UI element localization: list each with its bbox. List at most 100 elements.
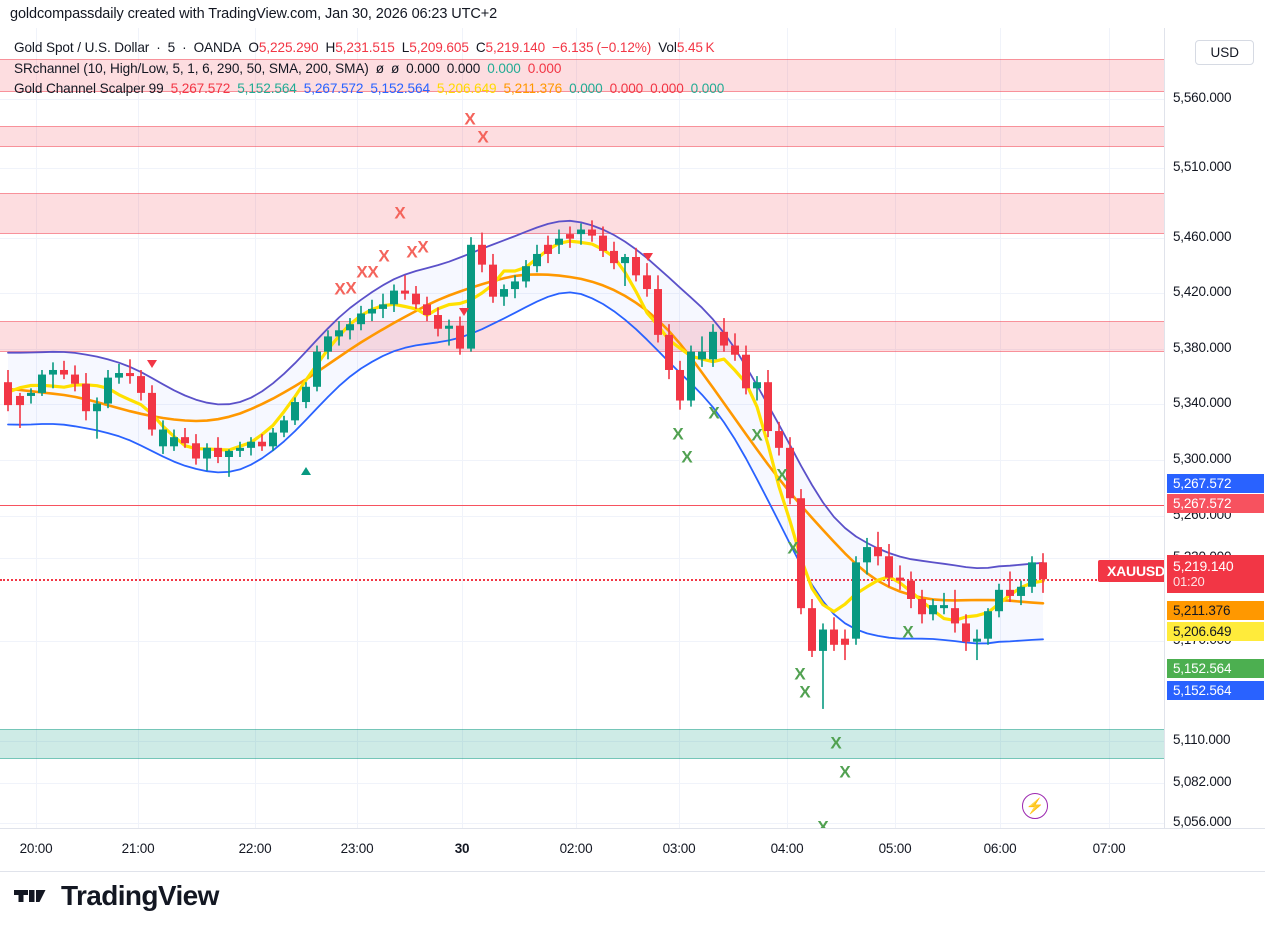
candlestick[interactable]	[313, 345, 321, 392]
candlestick[interactable]	[775, 421, 783, 456]
candlestick[interactable]	[401, 275, 409, 300]
candlestick[interactable]	[852, 556, 860, 645]
candlestick[interactable]	[412, 286, 420, 309]
candlestick[interactable]	[16, 392, 24, 428]
candlestick[interactable]	[522, 260, 530, 288]
indicator-price-badge[interactable]: 5,152.564	[1167, 659, 1264, 678]
candlestick[interactable]	[940, 592, 948, 615]
candlestick[interactable]	[500, 284, 508, 306]
candlestick[interactable]	[929, 598, 937, 621]
candlestick[interactable]	[225, 449, 233, 477]
price-axis[interactable]: USD 5,560.000 5,510.000 5,460.000 5,420.000…	[1164, 28, 1265, 829]
candlestick[interactable]	[280, 415, 288, 438]
candlestick[interactable]	[962, 614, 970, 651]
candlestick[interactable]	[456, 316, 464, 355]
support-zone[interactable]	[0, 728, 1164, 760]
legend-row-scalper[interactable]: Gold Channel Scalper 99 5,267.572 5,152.56…	[14, 79, 724, 100]
candlestick[interactable]	[1017, 580, 1025, 606]
candlestick[interactable]	[489, 253, 497, 303]
candlestick[interactable]	[390, 284, 398, 312]
candlestick[interactable]	[478, 232, 486, 273]
indicator-price-badge[interactable]: 5,206.649	[1167, 622, 1264, 641]
candlestick[interactable]	[291, 397, 299, 425]
candlestick[interactable]	[269, 428, 277, 451]
candlestick[interactable]	[93, 397, 101, 439]
flash-lightning-icon[interactable]: ⚡	[1022, 793, 1048, 819]
legend-row-symbol[interactable]: Gold Spot / U.S. Dollar · 5 · OANDA O5,225.29…	[14, 38, 724, 59]
candlestick[interactable]	[335, 321, 343, 346]
candlestick[interactable]	[764, 369, 772, 438]
candlestick[interactable]	[82, 373, 90, 421]
candlestick[interactable]	[346, 318, 354, 340]
candlestick[interactable]	[874, 531, 882, 566]
candlestick[interactable]	[907, 571, 915, 609]
candlestick[interactable]	[742, 345, 750, 395]
candlestick[interactable]	[533, 244, 541, 273]
candlestick[interactable]	[896, 565, 904, 590]
candlestick[interactable]	[720, 318, 728, 352]
indicator-price-badge[interactable]: 5,267.572	[1167, 474, 1264, 493]
candlestick[interactable]	[192, 434, 200, 465]
candlestick[interactable]	[841, 629, 849, 661]
candlestick[interactable]	[434, 307, 442, 337]
candlestick[interactable]	[159, 420, 167, 454]
candlestick[interactable]	[148, 385, 156, 436]
candlestick[interactable]	[995, 583, 1003, 618]
last-price-badge[interactable]: 5,219.140 01:20	[1167, 555, 1264, 593]
candlestick[interactable]	[236, 441, 244, 458]
candlestick[interactable]	[115, 363, 123, 384]
candlestick[interactable]	[687, 345, 695, 407]
candlestick[interactable]	[1028, 556, 1036, 593]
candlestick[interactable]	[324, 330, 332, 360]
currency-badge[interactable]: USD	[1195, 40, 1254, 65]
candlestick[interactable]	[555, 229, 563, 254]
candlestick[interactable]	[368, 299, 376, 322]
candlestick[interactable]	[566, 226, 574, 248]
candlestick[interactable]	[104, 369, 112, 409]
candlestick[interactable]	[258, 434, 266, 451]
candlestick[interactable]	[797, 489, 805, 615]
candlestick[interactable]	[885, 544, 893, 587]
legend-row-srchannel[interactable]: SRchannel (10, High/Low, 5, 1, 6, 290, 5…	[14, 59, 724, 80]
candlestick[interactable]	[247, 437, 255, 456]
candlestick[interactable]	[1039, 553, 1047, 593]
candlestick[interactable]	[379, 293, 387, 319]
candlestick[interactable]	[445, 319, 453, 346]
resistance-zone[interactable]	[0, 58, 1164, 93]
candlestick[interactable]	[137, 369, 145, 401]
candlestick[interactable]	[632, 247, 640, 282]
candlestick[interactable]	[423, 296, 431, 322]
candlestick[interactable]	[830, 617, 838, 651]
candlestick[interactable]	[863, 537, 871, 575]
resistance-zone[interactable]	[0, 125, 1164, 148]
candlestick[interactable]	[181, 428, 189, 448]
candlestick[interactable]	[49, 362, 57, 389]
symbol-price-tag[interactable]: XAUUSD	[1098, 560, 1164, 582]
candlestick[interactable]	[819, 623, 827, 709]
candlestick[interactable]	[654, 275, 662, 343]
candlestick[interactable]	[60, 360, 68, 380]
indicator-price-badge[interactable]: 5,211.376	[1167, 601, 1264, 620]
candlestick[interactable]	[4, 369, 12, 412]
candlestick[interactable]	[38, 369, 46, 396]
candlestick[interactable]	[214, 437, 222, 464]
candlestick[interactable]	[511, 275, 519, 299]
candlestick[interactable]	[357, 305, 365, 331]
candlestick[interactable]	[1006, 571, 1014, 603]
resistance-zone[interactable]	[0, 321, 1164, 352]
candlestick[interactable]	[709, 324, 717, 367]
candlestick[interactable]	[467, 237, 475, 352]
candlestick[interactable]	[753, 376, 761, 401]
chart-canvas[interactable]: XXXXXXXXXXXXXXXXXXXXXXXXAUUSD⚡	[0, 28, 1164, 828]
resistance-zone[interactable]	[0, 192, 1164, 235]
candlestick[interactable]	[918, 589, 926, 624]
candlestick[interactable]	[203, 443, 211, 471]
candlestick[interactable]	[951, 589, 959, 633]
candlestick[interactable]	[643, 263, 651, 297]
candlestick[interactable]	[302, 382, 310, 409]
candlestick[interactable]	[665, 324, 673, 380]
candlestick[interactable]	[786, 437, 794, 505]
indicator-price-badge[interactable]: 5,152.564	[1167, 681, 1264, 700]
indicator-price-badge[interactable]: 5,267.572	[1167, 494, 1264, 513]
time-axis[interactable]: 20:00 21:00 22:00 23:00 30 02:00 03:00 04:00 05:…	[0, 828, 1265, 872]
